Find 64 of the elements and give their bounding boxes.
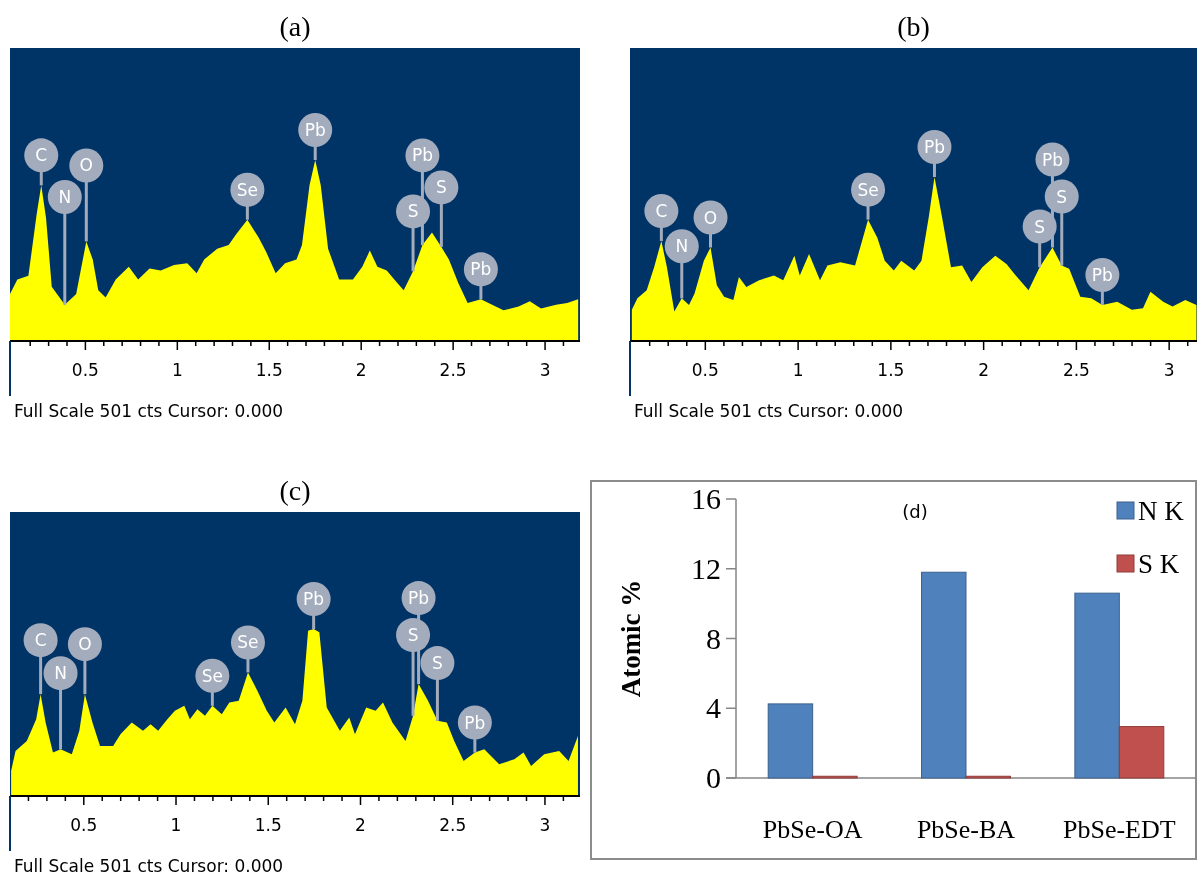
- legend-label: N K: [1138, 496, 1185, 526]
- x-tick-label: 2: [978, 360, 990, 380]
- annotation: Pb: [303, 589, 325, 609]
- annotation: S: [407, 201, 419, 222]
- x-tick-label: 1.5: [254, 815, 282, 835]
- annotation: Pb: [1041, 149, 1063, 170]
- annotation: C: [655, 200, 668, 221]
- x-tick-label: 3: [539, 815, 551, 835]
- x-tick-label: PbSe-EDT: [1063, 815, 1176, 844]
- x-tick-label: 1: [792, 360, 804, 380]
- chart-title: (d): [902, 501, 928, 522]
- annotation: S: [432, 653, 443, 674]
- text: Full Scale 501 cts Cursor: 0.000: [634, 401, 904, 421]
- x-tick-label: 2.5: [439, 360, 467, 380]
- legend-label: S K: [1138, 549, 1180, 579]
- x-tick-label: 1.5: [877, 360, 905, 380]
- chart-title: (c): [279, 475, 311, 506]
- annotation: S: [1056, 186, 1068, 207]
- annotation: Pb: [1091, 264, 1113, 285]
- x-tick-label: 1.5: [255, 360, 283, 380]
- annotation: O: [79, 155, 93, 176]
- y-tick-label: 12: [691, 551, 721, 585]
- x-tick-label: 0.5: [70, 815, 98, 835]
- y-tick-label: 4: [706, 691, 721, 725]
- annotation: S: [1034, 216, 1046, 237]
- x-tick-label: 1: [171, 360, 183, 380]
- x-tick-label: PbSe-BA: [916, 815, 1016, 844]
- annotation: Pb: [923, 137, 945, 157]
- annotation: Se: [857, 179, 879, 200]
- x-tick-label: 0.5: [691, 360, 719, 380]
- annotation: Pb: [408, 588, 430, 609]
- annotation: Se: [236, 179, 258, 200]
- x-tick-label: 3: [539, 360, 551, 380]
- annotation: N: [675, 236, 689, 257]
- annotation: Pb: [470, 259, 492, 280]
- x-tick-label: 2: [355, 360, 367, 380]
- x-tick-label: 2.5: [439, 815, 467, 835]
- chart-title: (b): [897, 11, 930, 42]
- annotation: Se: [201, 665, 223, 686]
- annotation: S: [407, 625, 419, 646]
- annotation: S: [435, 177, 447, 198]
- x-tick-label: 2.5: [1062, 360, 1090, 380]
- x-tick-label: 0.5: [71, 360, 99, 380]
- text: Full Scale 501 cts Cursor: 0.000: [14, 856, 284, 876]
- annotation: Pb: [464, 712, 486, 733]
- annotation: C: [34, 630, 47, 651]
- x-tick-label: 2: [355, 815, 366, 835]
- annotation: C: [35, 145, 48, 166]
- text: Full Scale 501 cts Cursor: 0.000: [14, 401, 284, 421]
- annotation: N: [58, 186, 72, 207]
- y-tick-label: 16: [691, 482, 721, 515]
- x-tick-label: 1: [170, 815, 182, 835]
- y-axis-title: Atomic %: [616, 579, 646, 698]
- annotation: N: [54, 663, 67, 684]
- x-tick-label: PbSe-OA: [762, 815, 863, 844]
- chart-title: (a): [279, 11, 311, 42]
- annotation: O: [703, 207, 718, 228]
- x-tick-label: 3: [1163, 360, 1175, 380]
- y-tick-label: 8: [706, 621, 721, 655]
- annotation: Se: [237, 632, 259, 653]
- annotation: Pb: [411, 145, 433, 166]
- y-tick-label: 0: [706, 761, 721, 794]
- annotation: Pb: [304, 120, 326, 140]
- annotation: O: [78, 634, 92, 655]
